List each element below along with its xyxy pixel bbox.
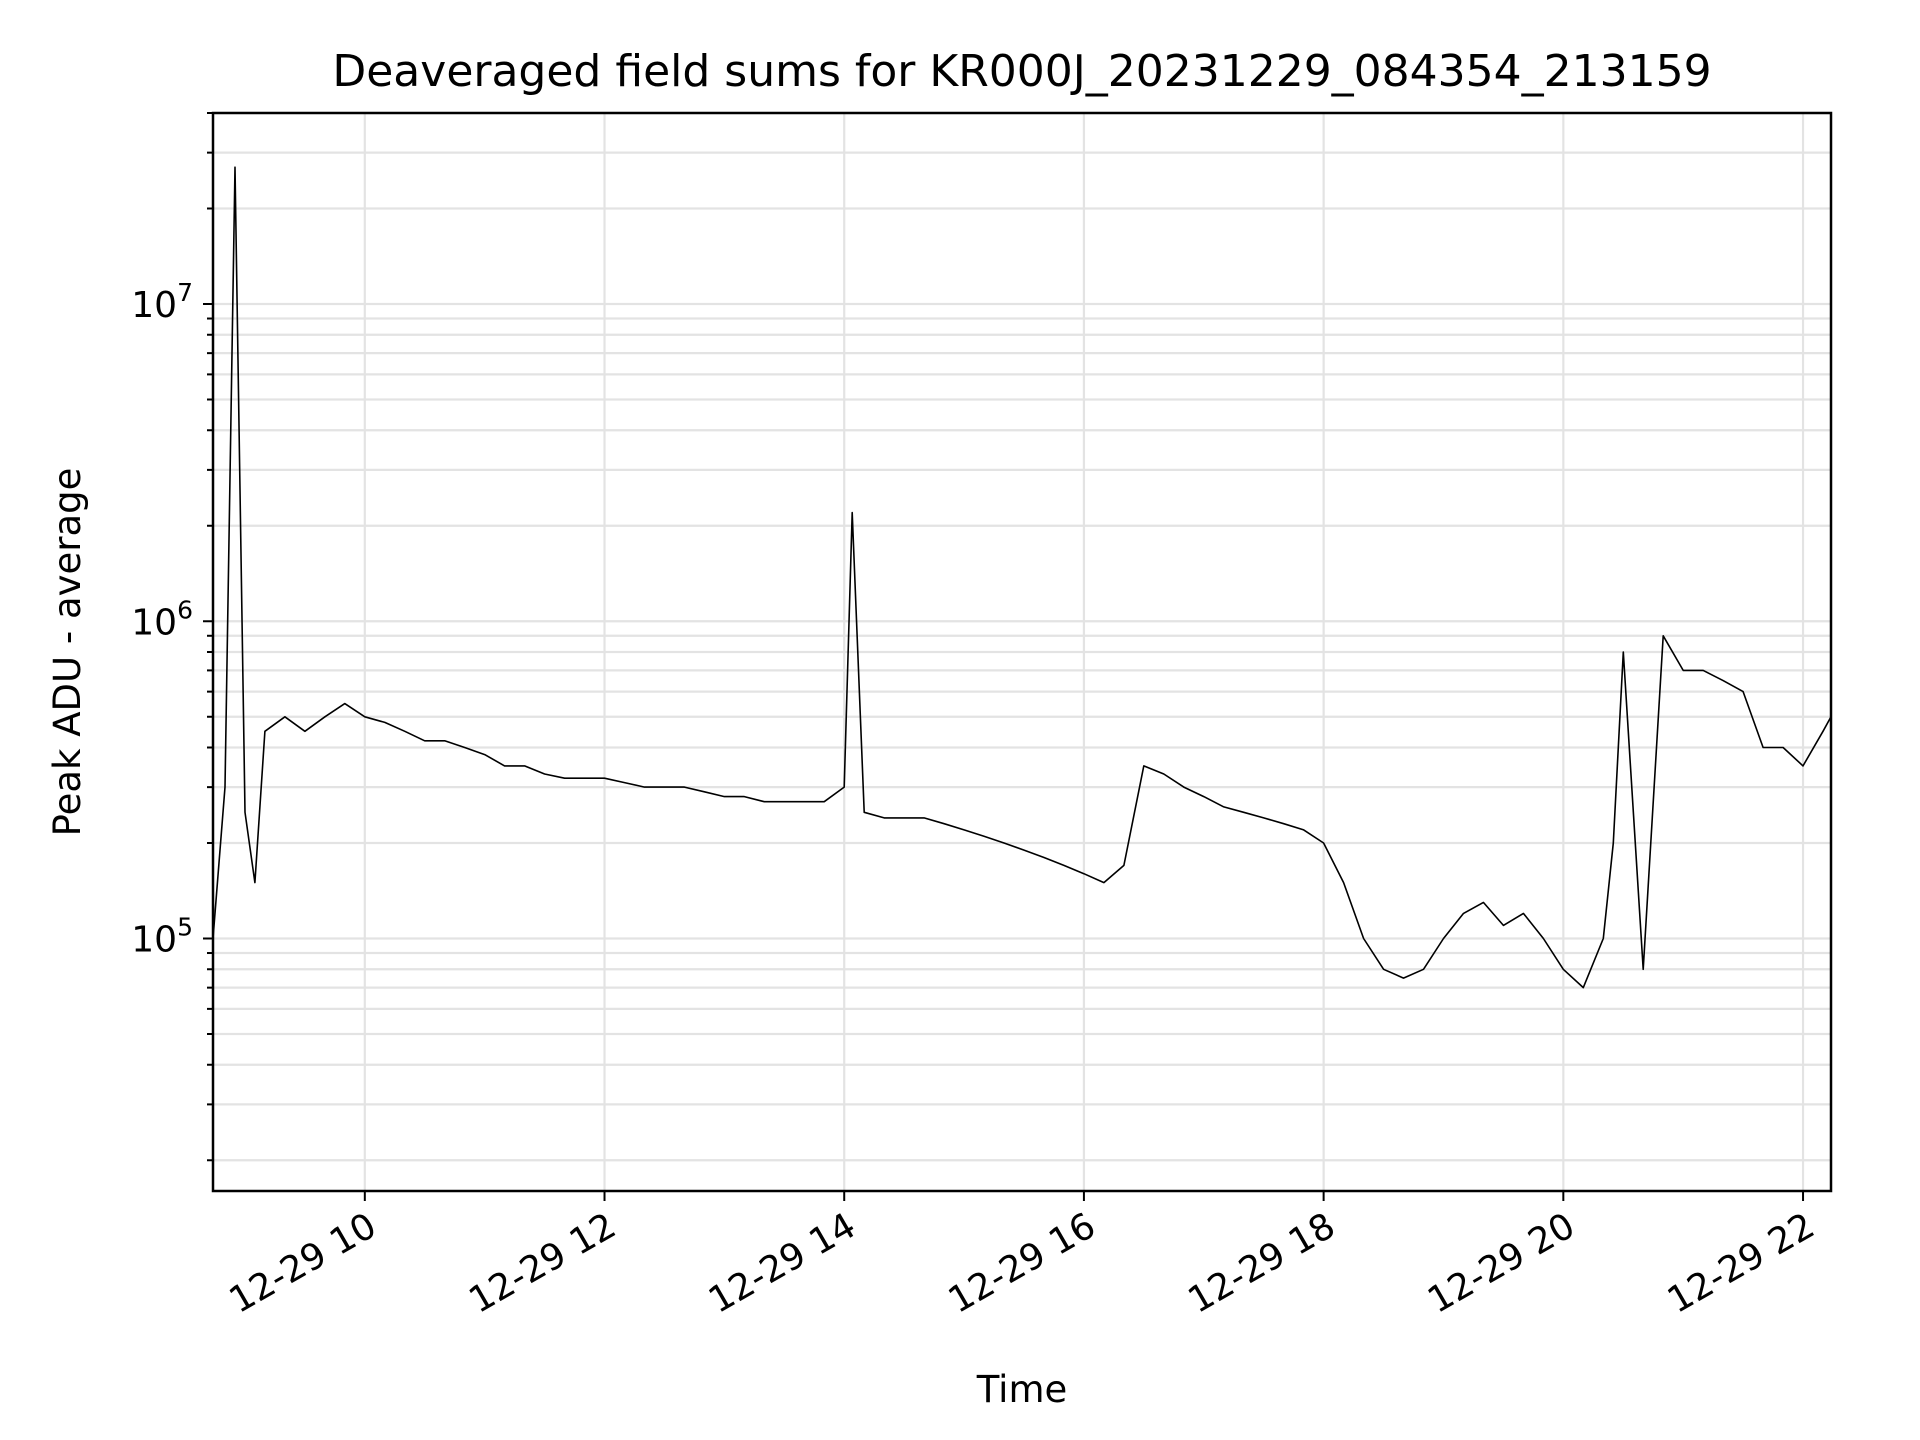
x-tick-label: 12-29 12: [462, 1205, 623, 1321]
chart-title: Deaveraged field sums for KR000J_2023122…: [332, 46, 1711, 97]
x-tick-label: 12-29 20: [1421, 1205, 1582, 1321]
y-tick-label: 105: [131, 913, 193, 961]
grid-lines: [213, 111, 1831, 1191]
x-tick-label: 12-29 14: [702, 1205, 863, 1321]
series-line-group: [212, 166, 1832, 989]
x-tick-label: 12-29 22: [1661, 1205, 1822, 1321]
series-line: [212, 166, 1832, 989]
x-tick-label: 12-29 16: [942, 1205, 1103, 1321]
x-tick-label: 12-29 10: [223, 1205, 384, 1321]
y-tick-label: 107: [131, 278, 193, 326]
y-tick-label: 106: [131, 595, 193, 643]
y-axis-label: Peak ADU - average: [46, 468, 89, 837]
x-axis-label: Time: [976, 1368, 1068, 1411]
x-tick-label: 12-29 18: [1181, 1205, 1342, 1321]
